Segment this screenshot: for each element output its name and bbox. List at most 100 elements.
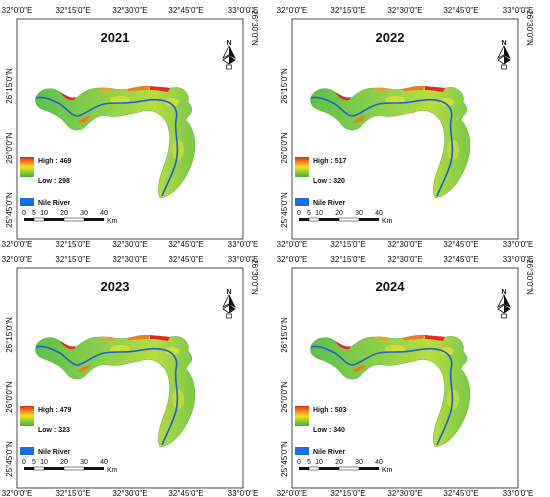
high-value-patch: [375, 337, 389, 341]
lon-tick-label: 33°0'0"E: [228, 240, 259, 248]
lon-tick-label: 32°30'0"E: [112, 240, 147, 248]
high-value-patch: [150, 335, 170, 341]
legend: High : 503 Low : 340 Nile River: [295, 406, 347, 456]
high-value-patch: [100, 88, 114, 92]
bottom-lon-labels: 32°0'0"E 32°15'0"E 32°30'0"E 32°45'0"E 3…: [277, 489, 534, 497]
lat-tick-label: 26°0'0"N: [280, 381, 289, 412]
lon-tick-label: 32°15'0"E: [55, 489, 90, 497]
mid-value-patch: [110, 96, 130, 104]
lon-tick-label: 32°30'0"E: [112, 6, 147, 15]
lon-tick-label: 33°0'0"E: [228, 6, 259, 15]
lat-tick-label: 26°0'0"N: [5, 132, 14, 163]
scale-tick-label: 0: [297, 459, 301, 466]
lat-tick-label: 26°15'0"N: [280, 68, 289, 104]
lat-tick-label: 26°30'0"N: [525, 10, 534, 46]
lon-tick-label: 32°0'0"E: [2, 255, 33, 264]
mid-value-patch: [165, 98, 179, 106]
map-panel-2022: 32°0'0"E 32°15'0"E 32°30'0"E 32°45'0"E 3…: [275, 0, 550, 248]
lat-tick-label: 26°30'0"N: [250, 259, 259, 295]
lon-tick-label: 32°45'0"E: [443, 489, 478, 497]
legend-river-label: Nile River: [313, 200, 346, 207]
high-value-patch: [335, 341, 351, 350]
scale-unit: Km: [107, 218, 118, 225]
scale-tick-label: 20: [335, 210, 343, 217]
mid-value-patch: [440, 98, 454, 106]
legend: High : 479 Low : 323 Nile River: [20, 406, 72, 456]
bottom-lon-labels: 32°0'0"E 32°15'0"E 32°30'0"E 32°45'0"E 3…: [277, 240, 534, 248]
scale-tick-label: 30: [355, 210, 363, 217]
lon-tick-label: 32°0'0"E: [277, 240, 308, 248]
north-label: N: [501, 40, 506, 47]
scale-tick-label: 0: [297, 210, 301, 217]
legend: High : 517 Low : 320 Nile River: [295, 157, 347, 207]
map-svg: 32°0'0"E 32°15'0"E 32°30'0"E 32°45'0"E 3…: [277, 255, 534, 497]
high-value-patch: [60, 92, 76, 101]
lon-tick-label: 33°0'0"E: [228, 255, 259, 264]
lon-tick-label: 32°0'0"E: [277, 489, 308, 497]
mid-value-patch: [165, 347, 179, 355]
scale-tick-label: 20: [335, 459, 343, 466]
vegetation-raster: [310, 85, 471, 199]
lat-tick-label: 25°45'0"N: [5, 441, 14, 477]
map-svg: 32°0'0"E 32°15'0"E 32°30'0"E 32°45'0"E 3…: [277, 6, 534, 248]
lon-tick-label: 32°0'0"E: [2, 240, 33, 248]
high-value-patch: [150, 86, 170, 92]
vegetation-raster: [35, 334, 196, 448]
lat-tick-label: 25°45'0"N: [280, 441, 289, 477]
mid-value-patch: [110, 345, 130, 353]
high-value-patch: [375, 88, 389, 92]
lon-tick-label: 32°30'0"E: [387, 240, 422, 248]
map-panel-2021: 32°0'0"E 32°15'0"E 32°30'0"E 32°45'0"E 3…: [0, 0, 275, 248]
lon-tick-label: 33°0'0"E: [228, 489, 259, 497]
map-panel-2023: 32°0'0"E 32°15'0"E 32°30'0"E 32°45'0"E 3…: [0, 249, 275, 497]
map-frame: [16, 18, 244, 240]
high-value-patch: [335, 92, 351, 101]
study-area: [310, 85, 471, 199]
lat-tick-label: 26°15'0"N: [280, 317, 289, 353]
nile-river: [310, 96, 454, 197]
nile-river: [35, 345, 179, 446]
scale-tick-label: 0: [22, 210, 26, 217]
year-title: 2021: [101, 30, 130, 45]
legend-river-swatch: [295, 198, 309, 206]
scale-unit: Km: [382, 218, 393, 225]
lon-tick-label: 32°15'0"E: [330, 240, 365, 248]
scale-bar: 0 5 10 20 30 40 Km: [297, 459, 393, 474]
left-lat-labels: 26°15'0"N 26°0'0"N 25°45'0"N: [5, 317, 14, 477]
north-arrow-icon: N: [497, 40, 511, 70]
lon-tick-label: 32°0'0"E: [2, 6, 33, 15]
study-area: [35, 85, 196, 199]
legend-high-label: High : 503: [313, 407, 347, 414]
scale-tick-label: 40: [375, 459, 383, 466]
high-value-patch: [403, 86, 425, 91]
lon-tick-label: 32°0'0"E: [277, 255, 308, 264]
nile-river: [310, 345, 454, 446]
left-lat-labels: 26°15'0"N 26°0'0"N 25°45'0"N: [280, 68, 289, 228]
legend-river-label: Nile River: [38, 449, 71, 456]
north-arrow-icon: N: [222, 289, 236, 319]
lon-tick-label: 32°15'0"E: [55, 6, 90, 15]
legend-low-label: Low : 320: [313, 178, 345, 185]
legend-river-swatch: [20, 198, 34, 206]
high-value-patch: [78, 116, 90, 123]
scale-tick-label: 40: [100, 210, 108, 217]
scale-tick-label: 10: [40, 459, 48, 466]
lon-tick-label: 32°30'0"E: [387, 489, 422, 497]
lat-tick-label: 26°0'0"N: [5, 381, 14, 412]
lon-tick-label: 32°45'0"E: [443, 240, 478, 248]
high-value-patch: [100, 337, 114, 341]
lat-tick-label: 26°15'0"N: [5, 317, 14, 353]
lon-tick-label: 32°0'0"E: [277, 6, 308, 15]
lon-tick-label: 32°30'0"E: [387, 6, 422, 15]
lon-tick-label: 32°15'0"E: [330, 6, 365, 15]
scale-tick-label: 30: [355, 459, 363, 466]
mid-value-patch: [385, 96, 405, 104]
legend-river-swatch: [20, 447, 34, 455]
legend-gradient: [295, 157, 309, 177]
lat-tick-label: 26°15'0"N: [5, 68, 14, 104]
scale-tick-label: 20: [60, 459, 68, 466]
lon-tick-label: 32°15'0"E: [330, 255, 365, 264]
north-arrow-icon: N: [497, 289, 511, 319]
legend-river-label: Nile River: [38, 200, 71, 207]
legend-low-label: Low : 323: [38, 427, 70, 434]
